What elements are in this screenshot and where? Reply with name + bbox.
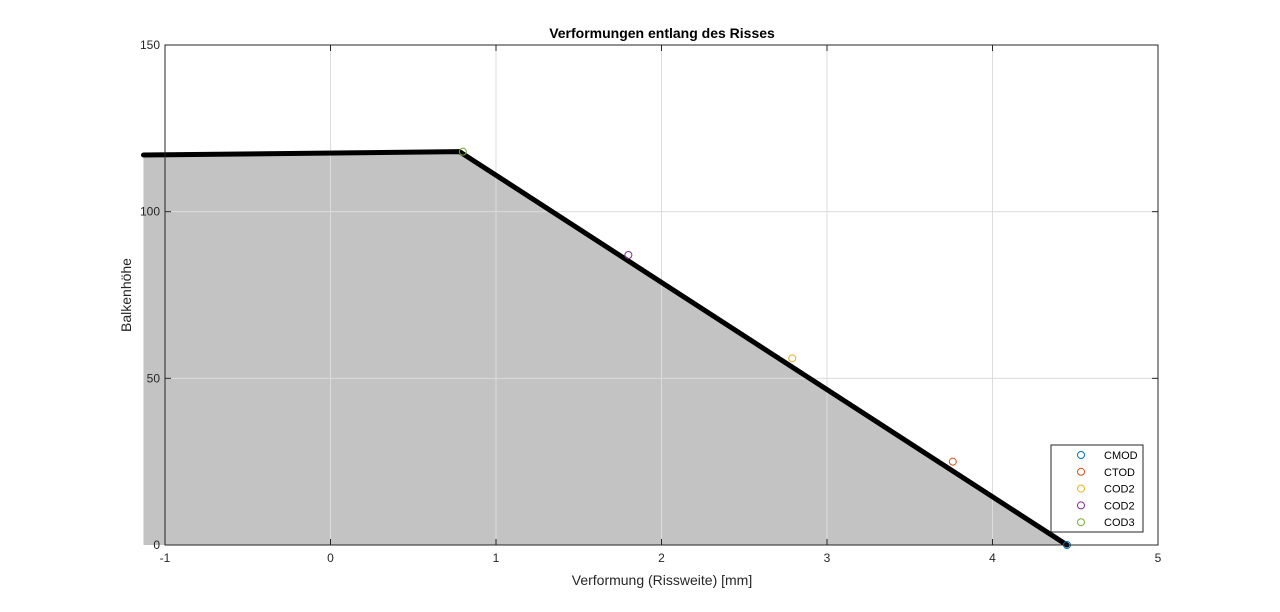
data-point-cod2 — [624, 251, 633, 259]
x-tick-label: 3 — [824, 551, 831, 565]
data-point-cod2 — [788, 354, 797, 363]
legend-box — [1050, 444, 1144, 533]
legend-label-cod2: COD2 — [1104, 500, 1135, 512]
legend-marker-cod3 — [1077, 518, 1085, 527]
legend-label-cod2: COD2 — [1104, 484, 1135, 496]
chart-title: Verformungen entlang des Risses — [549, 25, 775, 41]
x-tick-label: 2 — [658, 551, 665, 565]
legend-marker-cod2 — [1077, 484, 1085, 493]
profile-fill — [143, 151, 1067, 545]
x-tick-label: -1 — [160, 551, 171, 565]
y-tick-label: 50 — [147, 371, 161, 385]
x-tick-label: 0 — [327, 551, 334, 565]
legend-marker-cmod — [1077, 451, 1085, 459]
fill-layer — [143, 151, 1067, 545]
legend: CMOD CTOD COD2 COD2 COD3 — [1050, 444, 1144, 533]
y-tick-label: 100 — [140, 205, 160, 219]
x-axis-label: Verformung (Rissweite) [mm] — [572, 572, 752, 588]
legend-label-cmod: CMOD — [1104, 450, 1138, 462]
data-point-ctod — [948, 457, 957, 466]
legend-label-cod3: COD3 — [1104, 517, 1135, 529]
legend-marker-ctod — [1077, 467, 1085, 476]
legend-marker-cod2 — [1077, 501, 1085, 510]
legend-label-ctod: CTOD — [1104, 467, 1135, 479]
x-tick-label: 4 — [989, 551, 996, 565]
data-point-cod3 — [458, 147, 467, 156]
axes-layer — [164, 44, 1159, 546]
x-tick-label: 1 — [493, 551, 500, 565]
y-tick-label: 150 — [140, 38, 160, 52]
y-tick-label: 0 — [153, 538, 160, 552]
x-tick-label: 5 — [1155, 551, 1162, 565]
grid-layer — [165, 45, 1158, 545]
y-axis-label: Balkenhöhe — [118, 258, 134, 332]
